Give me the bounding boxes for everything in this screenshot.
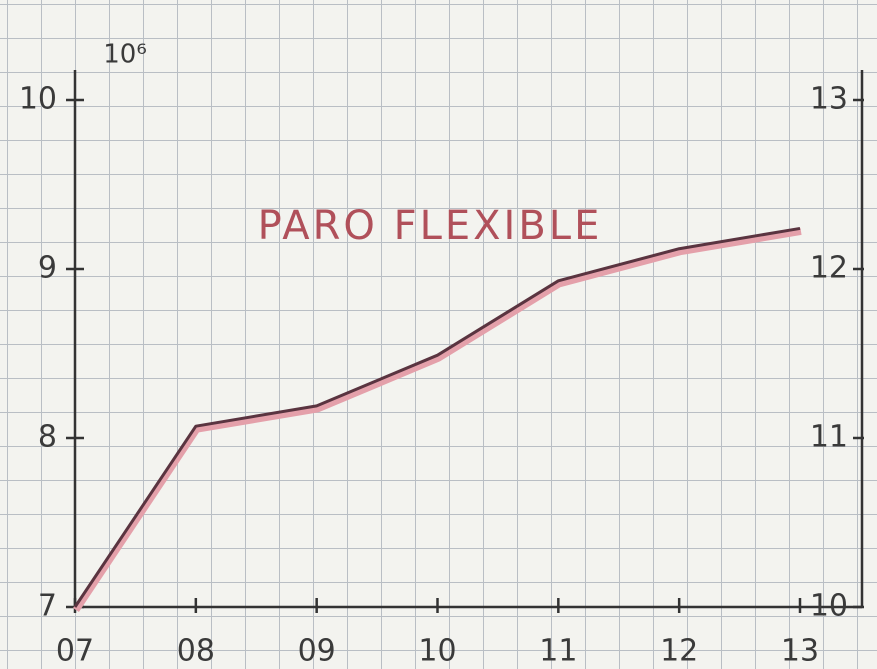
x-tick-label: 07 (56, 634, 94, 669)
chart-title: PARO FLEXIBLE (258, 203, 603, 249)
x-tick-label: 09 (298, 634, 336, 669)
y-tick-label: 8 (38, 420, 57, 455)
y-axis-label: 10⁶ (103, 40, 147, 70)
y-tick-label: 9 (38, 251, 57, 286)
x-tick-label: 10 (418, 634, 456, 669)
y-tick-label: 7 (38, 589, 57, 624)
line-shadow (73, 227, 802, 612)
y2-tick-label: 12 (810, 251, 848, 286)
series-line (73, 226, 801, 608)
x-tick-label: 13 (781, 634, 819, 669)
y2-tick-label: 13 (810, 82, 848, 117)
y2-tick-label: 10 (810, 589, 848, 624)
x-tick-label: 11 (539, 634, 577, 669)
y-tick-label: 10 (19, 82, 57, 117)
x-tick-label: 08 (177, 634, 215, 669)
x-tick-label: 12 (660, 634, 698, 669)
y2-tick-label: 11 (810, 420, 848, 455)
